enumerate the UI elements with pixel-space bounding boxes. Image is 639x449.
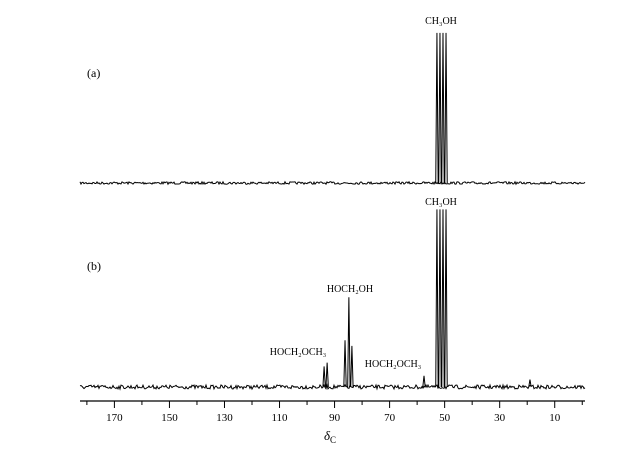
peak (325, 362, 329, 388)
peak (347, 297, 351, 388)
x-label-symbol: δ (324, 428, 331, 443)
peak (444, 32, 448, 184)
peak (528, 379, 532, 388)
baseline-noise (79, 180, 586, 186)
peak (441, 32, 445, 184)
peak (438, 209, 442, 388)
x-tick-label: 90 (329, 412, 341, 424)
peak (444, 209, 448, 388)
x-tick-label: 150 (161, 412, 178, 424)
peak (322, 366, 326, 388)
baseline-noise (79, 383, 586, 391)
x-label-subscript: C (330, 435, 336, 445)
peak-annotation: HOCH₂OCH₃ (365, 359, 421, 370)
x-tick-label: 170 (106, 412, 123, 424)
peak (422, 375, 426, 388)
peak (441, 209, 445, 388)
peak (350, 345, 354, 388)
x-tick-label: 30 (494, 412, 506, 424)
peak (435, 209, 439, 388)
x-tick-label: 110 (271, 412, 288, 424)
peak-annotation: CH₃OH (425, 16, 457, 27)
x-tick-label: 50 (439, 412, 451, 424)
peak-annotation: HOCH₂OH (327, 284, 373, 295)
peak (343, 340, 347, 388)
peak (435, 32, 439, 184)
peak-annotation: HOCH₂OCH₃ (270, 347, 326, 358)
x-tick-label: 10 (549, 412, 561, 424)
x-axis-label: δC (324, 428, 336, 445)
x-tick-label: 130 (216, 412, 233, 424)
panel-label: (a) (87, 66, 100, 80)
panel-label: (b) (87, 259, 101, 273)
x-tick-label: 70 (384, 412, 396, 424)
peak-annotation: CH₃OH (425, 197, 457, 208)
peak (438, 32, 442, 184)
